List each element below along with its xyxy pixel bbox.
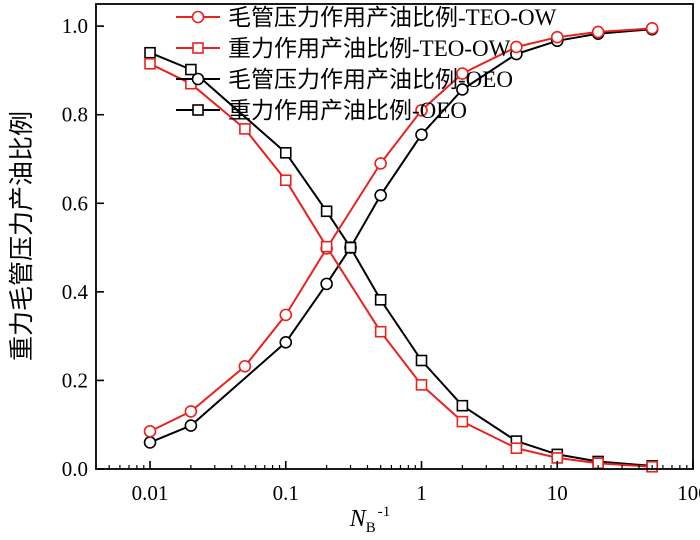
series-3-point <box>320 277 333 291</box>
series-1-point <box>456 67 469 80</box>
series-3-point <box>456 83 469 96</box>
series-3-point <box>374 189 387 202</box>
legend: 毛管压力作用产油比例-TEO-OW 重力作用产油比例-TEO-OW 毛管压力作用产油… <box>176 5 557 123</box>
series-1-point <box>591 25 605 39</box>
series-1-point <box>645 22 659 35</box>
series-3-point <box>415 128 428 141</box>
y-tick-label: 0.8 <box>62 103 88 127</box>
legend-marker-1 <box>191 10 205 24</box>
series-1-point <box>184 405 198 418</box>
axis-tick-labels-layer: 0.0 0.2 0.4 0.6 0.8 1.0 0.01 0.1 1 10 100 <box>62 14 700 505</box>
x-tick-label: 0.1 <box>273 481 299 505</box>
legend-marker-3 <box>191 72 205 86</box>
legend-label-4: 重力作用产油比例-OEO <box>228 98 467 123</box>
series-2-point <box>374 325 387 338</box>
series-1-point <box>510 40 523 54</box>
x-axis-label: NB-1 <box>349 504 391 536</box>
x-tick-label: 1 <box>416 481 427 505</box>
y-tick-label: 1.0 <box>62 14 88 38</box>
series-2-point <box>279 174 292 187</box>
series-3-point <box>184 419 198 432</box>
series-1-point <box>143 425 157 438</box>
series-1-point <box>279 308 293 322</box>
series-markers-layer <box>143 22 659 473</box>
legend-marker-4 <box>192 104 204 116</box>
series-4-point <box>415 354 428 367</box>
x-tick-label: 10 <box>547 481 568 505</box>
series-4-point <box>456 399 469 412</box>
series-2-point <box>239 123 251 135</box>
series-4-point <box>279 147 292 159</box>
y-tick-label: 0.4 <box>62 280 89 304</box>
series-1-point <box>550 30 564 44</box>
x-axis-label-subscript: B <box>366 520 376 536</box>
series-4-point <box>320 205 333 218</box>
plot-frame <box>95 3 694 470</box>
axis-ticks-layer <box>96 25 694 470</box>
series-line-1 <box>149 27 653 433</box>
series-3-point <box>143 436 157 449</box>
legend-label-3: 毛管压力作用产油比例-OEO <box>228 67 513 92</box>
series-2-point <box>415 379 428 391</box>
series-line-4 <box>149 51 653 467</box>
y-axis-label: 重力毛管压力产油比例 <box>8 111 36 361</box>
x-axis-label-superscript: -1 <box>378 504 391 520</box>
x-tick-label: 100 <box>677 481 700 505</box>
series-line-2 <box>149 62 653 468</box>
x-tick-label: 0.01 <box>132 481 169 505</box>
series-3-point <box>279 336 293 349</box>
series-1-point <box>238 359 252 373</box>
legend-label-1: 毛管压力作用产油比例-TEO-OW <box>228 5 557 30</box>
series-2-point <box>144 57 156 70</box>
series-2-point <box>456 415 469 428</box>
series-4-point <box>185 63 197 76</box>
y-tick-label: 0.0 <box>62 457 88 481</box>
series-lines-layer <box>149 27 653 468</box>
series-2-point <box>510 442 523 454</box>
legend-marker-2 <box>192 42 204 54</box>
series-4-point <box>144 46 156 59</box>
legend-label-2: 重力作用产油比例-TEO-OW <box>228 36 511 61</box>
x-axis-label-base: N <box>349 506 368 532</box>
series-4-point <box>344 241 357 254</box>
series-line-3 <box>149 28 653 444</box>
series-1-point <box>415 103 428 117</box>
series-1-point <box>374 157 387 170</box>
y-tick-label: 0.6 <box>62 191 88 215</box>
y-tick-label: 0.2 <box>62 368 88 392</box>
series-2-point <box>320 240 333 253</box>
series-4-point <box>374 294 387 306</box>
